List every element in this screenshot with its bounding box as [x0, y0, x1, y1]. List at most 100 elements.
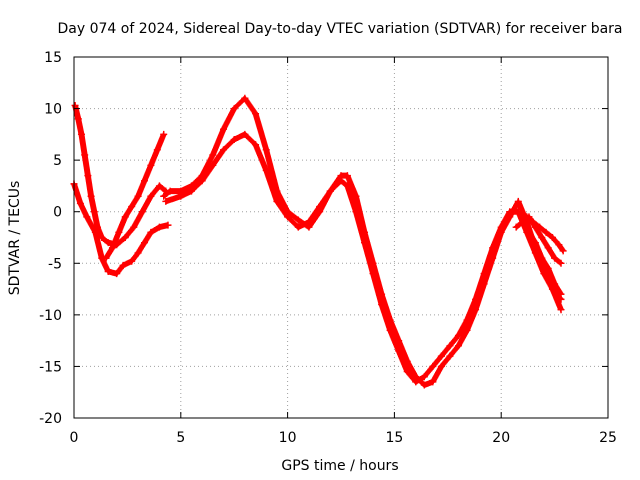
- data-point: [557, 259, 565, 267]
- data-point: [544, 244, 552, 252]
- data-point: [153, 146, 161, 154]
- data-point: [429, 362, 437, 370]
- data-point: [555, 241, 563, 249]
- x-tick-label: 5: [176, 430, 185, 446]
- data-point: [326, 187, 334, 195]
- data-point: [294, 216, 302, 224]
- data-point: [209, 161, 217, 169]
- data-point: [557, 290, 565, 298]
- series-track-g: [512, 218, 565, 298]
- data-point: [155, 223, 163, 231]
- data-point: [128, 203, 136, 211]
- data-point: [87, 192, 95, 200]
- x-tick-label: 15: [385, 430, 403, 446]
- data-point: [454, 331, 462, 339]
- data-point: [104, 268, 112, 276]
- data-point: [134, 192, 142, 200]
- data-point: [472, 295, 480, 303]
- data-point: [531, 239, 539, 247]
- data-point: [294, 223, 302, 231]
- data-point: [76, 199, 84, 207]
- data-point: [74, 115, 82, 123]
- y-tick-label: 5: [53, 153, 62, 169]
- data-point: [454, 342, 462, 350]
- plot-frame: [73, 56, 609, 419]
- data-point: [305, 218, 313, 226]
- axis-ticks: 0 5 10 15 20 25 -20 -15 -10 -5 0 5 10 15: [39, 50, 617, 446]
- data-point: [140, 239, 148, 247]
- y-tick-label: 0: [53, 205, 62, 221]
- data-point: [542, 228, 550, 236]
- data-point: [369, 270, 377, 278]
- data-point: [395, 347, 403, 355]
- data-point: [544, 264, 552, 272]
- data-point: [93, 223, 101, 231]
- data-point: [429, 378, 437, 386]
- y-tick-label: -20: [39, 411, 62, 427]
- y-tick-label: 15: [44, 50, 62, 66]
- data-point: [119, 261, 127, 269]
- data-point: [316, 203, 324, 211]
- data-point: [84, 172, 92, 180]
- data-point: [386, 326, 394, 334]
- data-point: [77, 130, 85, 138]
- series-track-h: [525, 213, 565, 267]
- data-point: [512, 223, 520, 231]
- data-point: [115, 228, 123, 236]
- y-axis-title: SDTVAR / TECUs: [7, 181, 23, 296]
- data-point: [108, 244, 116, 252]
- data-point: [160, 192, 168, 200]
- data-point: [548, 234, 556, 241]
- data-point: [220, 146, 228, 154]
- data-point: [230, 136, 238, 144]
- data-point: [506, 208, 514, 216]
- data-point: [525, 213, 533, 221]
- data-point: [412, 378, 420, 386]
- series-track-b: [71, 101, 170, 249]
- data-point: [130, 223, 138, 231]
- data-point: [177, 192, 185, 200]
- data-point: [273, 197, 281, 205]
- y-tick-label: 10: [44, 102, 62, 118]
- y-tick-label: -10: [39, 308, 62, 324]
- data-point: [113, 270, 121, 278]
- data-point: [140, 177, 148, 185]
- data-point: [121, 213, 129, 221]
- data-point: [262, 146, 270, 154]
- data-point: [155, 182, 163, 190]
- data-point: [83, 213, 91, 221]
- data-point: [241, 94, 249, 102]
- data-point: [516, 208, 524, 216]
- data-point: [489, 244, 497, 252]
- data-point: [241, 130, 249, 138]
- data-point: [343, 182, 351, 190]
- data-point: [446, 342, 454, 350]
- data-point: [551, 280, 559, 288]
- data-point: [230, 105, 238, 113]
- data-point: [164, 221, 172, 229]
- data-point: [538, 234, 546, 241]
- data-point: [403, 368, 411, 376]
- data-point: [104, 239, 112, 247]
- data-point: [134, 249, 142, 257]
- data-point: [187, 187, 195, 195]
- data-point: [420, 373, 428, 381]
- data-point: [446, 352, 454, 360]
- data-point: [147, 192, 155, 200]
- data-point: [360, 239, 368, 247]
- data-point: [437, 352, 445, 360]
- data-point: [162, 197, 170, 205]
- data-point: [559, 247, 567, 255]
- data-point: [519, 218, 527, 226]
- data-point: [81, 151, 89, 159]
- data-point: [220, 125, 228, 133]
- y-tick-label: -15: [39, 359, 62, 375]
- data-point: [166, 187, 174, 195]
- data-point: [160, 130, 168, 138]
- data-point: [262, 166, 270, 174]
- data-point: [343, 172, 351, 180]
- data-point: [540, 270, 548, 278]
- data-point: [209, 151, 217, 159]
- data-point: [98, 234, 106, 241]
